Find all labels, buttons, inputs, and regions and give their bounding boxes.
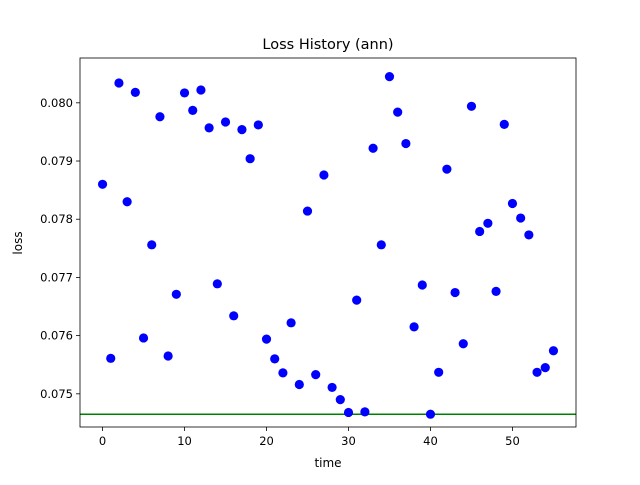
data-point — [319, 170, 329, 180]
data-point — [532, 367, 542, 377]
x-tick-label: 10 — [177, 434, 192, 448]
data-point — [425, 409, 436, 419]
y-tick-label: 0.077 — [40, 270, 73, 284]
data-points-layer — [97, 72, 559, 419]
data-point — [548, 346, 559, 356]
data-point — [393, 107, 403, 117]
data-point — [286, 318, 296, 328]
data-point — [220, 117, 231, 127]
x-tick-label: 50 — [505, 434, 520, 448]
data-point — [384, 72, 395, 82]
data-point — [466, 101, 477, 111]
data-point — [335, 395, 345, 405]
data-point — [516, 213, 526, 223]
data-point — [179, 88, 190, 98]
data-point — [475, 226, 485, 237]
data-point — [376, 240, 386, 250]
y-tick-label: 0.079 — [40, 154, 73, 168]
y-tick-label: 0.080 — [40, 96, 73, 110]
data-point — [327, 382, 337, 393]
data-point — [253, 120, 263, 130]
x-axis-label: time — [314, 456, 341, 470]
data-point — [147, 240, 157, 250]
data-point — [188, 105, 198, 115]
chart-title: Loss History (ann) — [262, 37, 393, 53]
data-point — [245, 154, 255, 164]
y-axis: 0.075 0.076 0.077 0.078 0.079 0.080 — [40, 96, 80, 401]
data-point — [196, 85, 206, 95]
data-point — [360, 407, 370, 417]
data-point — [278, 368, 288, 378]
data-point — [130, 87, 140, 97]
data-point — [417, 280, 427, 290]
data-point — [138, 333, 149, 343]
data-point — [204, 123, 214, 133]
data-point — [450, 287, 460, 298]
data-point — [163, 351, 173, 361]
x-tick-label: 40 — [423, 434, 438, 448]
data-point — [302, 206, 313, 216]
x-tick-label: 30 — [341, 434, 356, 448]
data-point — [261, 334, 272, 344]
data-point — [491, 286, 501, 296]
x-axis: 0 10 20 30 40 50 — [99, 427, 520, 448]
data-point — [499, 119, 509, 129]
data-point — [106, 353, 116, 363]
data-point — [270, 354, 280, 364]
data-point — [507, 198, 518, 209]
y-tick-label: 0.076 — [40, 329, 73, 343]
y-tick-label: 0.078 — [40, 212, 73, 226]
data-point — [114, 78, 124, 88]
data-point — [343, 407, 354, 418]
data-point — [540, 363, 550, 373]
plot-frame — [79, 57, 577, 428]
data-point — [524, 230, 534, 240]
data-point — [294, 379, 304, 390]
data-point — [368, 143, 378, 153]
data-point — [155, 112, 165, 122]
data-point — [442, 164, 452, 174]
x-tick-label: 20 — [259, 434, 274, 448]
data-point — [97, 179, 108, 189]
x-tick-label: 0 — [99, 434, 106, 448]
data-point — [458, 339, 468, 349]
y-axis-label: loss — [11, 231, 25, 254]
data-point — [229, 311, 239, 321]
data-point — [409, 322, 419, 332]
data-point — [352, 295, 362, 305]
data-point — [434, 367, 444, 377]
data-point — [311, 370, 321, 380]
data-point — [171, 289, 181, 299]
data-point — [212, 279, 222, 289]
data-point — [237, 124, 247, 135]
data-point — [483, 218, 493, 228]
data-point — [401, 138, 411, 149]
y-tick-label: 0.075 — [40, 387, 73, 401]
data-point — [122, 197, 132, 207]
